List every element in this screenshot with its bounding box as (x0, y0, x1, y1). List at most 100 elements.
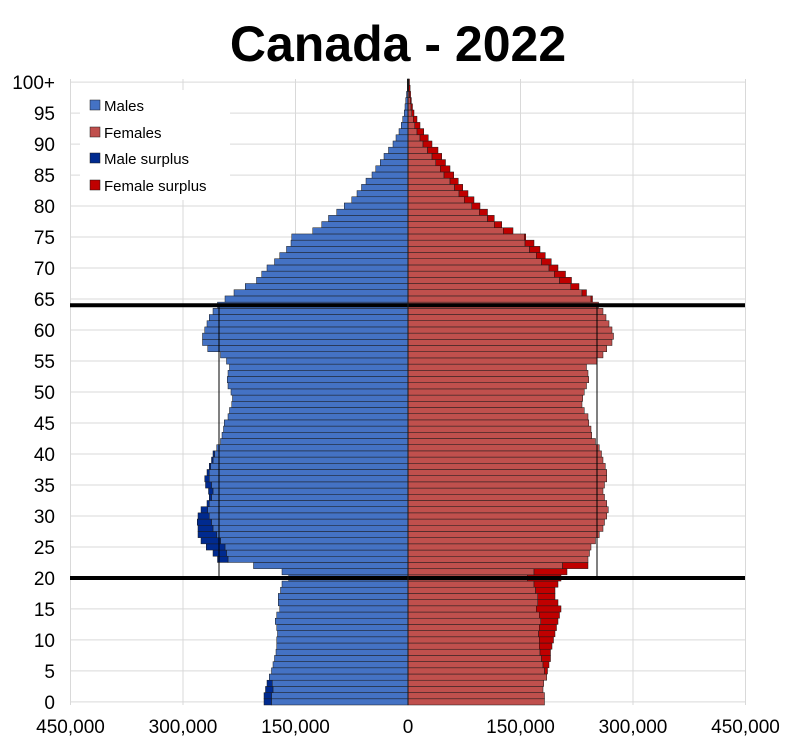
bar-female-surplus-age-17 (537, 593, 556, 600)
bar-males-age-50 (230, 388, 409, 396)
bar-females-age-10 (407, 636, 540, 644)
bar-female-surplus-age-99 (408, 84, 411, 92)
bar-females-age-44 (407, 425, 592, 433)
y-tick-label: 0 (44, 693, 55, 714)
bar-females-age-46 (407, 413, 589, 421)
y-tick-label: 65 (34, 290, 55, 311)
y-tick-label: 90 (34, 135, 55, 156)
bar-females-age-63 (407, 308, 604, 315)
bar-females-age-45 (407, 419, 589, 427)
y-tick-label: 30 (34, 507, 55, 528)
bar-females-age-8 (407, 648, 541, 656)
bar-females-age-13 (407, 617, 541, 625)
bar-females-age-25 (407, 543, 592, 551)
y-tick-label: 40 (34, 445, 55, 466)
bar-males-age-45 (224, 419, 409, 427)
bar-females-age-6 (407, 661, 544, 669)
bar-females-age-68 (407, 277, 560, 284)
bar-females-age-27 (407, 531, 600, 538)
bar-female-surplus-age-18 (535, 586, 556, 594)
bar-females-age-26 (407, 537, 596, 545)
bar-females-age-76 (407, 227, 504, 235)
bar-females-age-67 (407, 283, 571, 290)
bar-male-surplus-age-32 (206, 500, 210, 507)
bar-female-surplus-age-7 (541, 655, 551, 662)
bar-females-age-12 (407, 624, 540, 631)
bar-male-surplus-age-38 (209, 463, 211, 470)
bar-female-surplus-age-86 (440, 165, 451, 173)
bar-females-age-78 (407, 215, 488, 222)
bar-female-surplus-age-80 (471, 202, 481, 210)
bar-female-surplus-age-78 (487, 215, 495, 222)
bar-female-surplus-age-98 (409, 91, 411, 98)
bar-males-age-81 (351, 196, 409, 204)
bar-male-surplus-age-33 (209, 494, 212, 501)
bar-males-age-21 (281, 568, 409, 576)
bar-males-age-24 (226, 549, 409, 557)
bar-males-age-68 (256, 277, 409, 284)
legend-label-male-surplus: Male surplus (104, 151, 189, 168)
bar-males-age-79 (336, 208, 409, 216)
bar-females-age-74 (407, 239, 526, 247)
bar-female-surplus-age-91 (419, 134, 429, 142)
bar-females-age-62 (407, 314, 607, 321)
bar-females-age-65 (407, 295, 592, 303)
bar-females-age-41 (407, 444, 600, 452)
bar-males-age-30 (209, 512, 409, 520)
x-tick-label: 150,000 (261, 717, 330, 738)
bar-males-age-25 (224, 543, 409, 551)
bar-females-age-34 (407, 487, 604, 495)
bar-males-age-77 (321, 221, 409, 229)
bar-females-age-4 (407, 673, 547, 681)
bar-female-surplus-age-87 (435, 159, 446, 167)
bar-female-surplus-age-83 (454, 184, 463, 191)
bar-females-age-95 (407, 109, 412, 117)
bar-female-surplus-age-84 (449, 177, 459, 185)
bar-males-age-42 (220, 438, 409, 445)
bar-females-age-24 (407, 549, 590, 557)
y-tick-label: 15 (34, 600, 55, 621)
bar-males-age-8 (275, 648, 409, 656)
bar-males-age-12 (276, 624, 409, 631)
bar-females-age-0 (407, 698, 545, 706)
reference-lines (70, 79, 745, 705)
bar-females-age-93 (407, 122, 415, 129)
bar-male-surplus-age-25 (206, 543, 226, 551)
bar-males-age-51 (227, 382, 409, 390)
bar-female-surplus-age-75 (524, 233, 526, 241)
bar-female-surplus-age-13 (540, 617, 559, 625)
bar-females-age-89 (407, 146, 428, 154)
bar-females-age-55 (407, 357, 598, 365)
bar-females-age-52 (407, 376, 589, 383)
bar-males-age-10 (276, 636, 409, 644)
bar-female-surplus-age-81 (464, 196, 475, 204)
x-tick-label: 450,000 (711, 717, 780, 738)
bar-males-age-56 (220, 351, 409, 359)
bar-female-surplus-age-10 (539, 636, 554, 644)
y-tick-label: 10 (34, 631, 55, 652)
bar-male-surplus-age-30 (197, 512, 210, 520)
bar-females-age-38 (407, 463, 606, 470)
bar-females-age-50 (407, 388, 585, 396)
bar-males-age-82 (356, 190, 409, 198)
bar-males-age-75 (291, 233, 409, 241)
x-tick-label: 300,000 (599, 717, 668, 738)
bar-males-age-46 (227, 413, 409, 421)
legend: Males Females Male surplus Female surplu… (80, 90, 230, 200)
bar-female-surplus-age-92 (416, 128, 424, 136)
bar-female-surplus-age-88 (431, 153, 442, 160)
bar-males-age-15 (279, 605, 409, 613)
bar-females-age-32 (407, 500, 607, 507)
bar-males-age-13 (275, 617, 409, 625)
legend-label-female-surplus: Female surplus (104, 178, 207, 195)
bar-males-age-29 (211, 518, 409, 526)
bar-males-age-47 (229, 407, 409, 414)
bar-males-age-74 (290, 239, 409, 247)
bar-female-surplus-age-71 (541, 258, 552, 266)
bar-females-age-90 (407, 140, 424, 148)
bar-males-age-83 (361, 184, 409, 191)
bar-females-age-1 (407, 692, 545, 700)
legend-background (80, 90, 230, 200)
bar-females-age-79 (407, 208, 480, 216)
